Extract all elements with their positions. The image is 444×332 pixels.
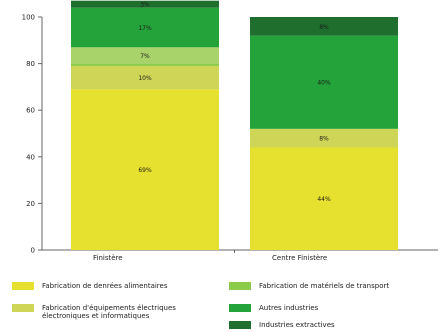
y-tick-label: 0 [31,247,35,255]
data-label: 10% [138,75,152,82]
legend-item-denrees: Fabrication de denrées alimentaires [12,282,167,290]
bar-segment [71,63,219,66]
bar-segment [71,47,219,64]
legend-label: Fabrication d'équipements électriques él… [42,304,176,320]
y-tick-label: 60 [26,107,35,115]
bar-segment [71,89,219,250]
y-tick-label: 100 [22,14,35,22]
legend-label: Fabrication de denrées alimentaires [42,282,168,290]
data-label: 7% [140,53,150,60]
y-tick-label: 80 [26,60,35,68]
legend-swatch [229,321,251,329]
legend-label: Autres industries [259,304,319,312]
data-label: 40% [317,80,331,87]
data-label: 3% [140,2,150,9]
legend-item-extractives: Industries extractives [229,321,335,329]
category-label: Finistère [93,254,123,262]
bar-segment [250,17,398,36]
legend-label: Industries extractives [259,321,335,329]
legend: Fabrication de denrées alimentaires Fabr… [0,272,444,332]
bar-segment [71,7,219,48]
data-label: 17% [138,25,152,32]
data-label: 69% [138,167,152,174]
stacked-bar-chart: 0 20 40 60 80 100 69% 10% 7% 17% 3% Finistère 44% 8% 4… [22,0,438,262]
bar-segment [250,128,398,148]
legend-swatch [12,304,34,312]
data-label: 8% [319,136,329,143]
legend-swatch [229,304,251,312]
legend-swatch [229,282,251,290]
bar-segment [71,65,219,90]
y-tick-label: 40 [26,153,35,161]
data-label: 8% [319,24,329,31]
category-label: Centre Finistère [272,254,327,262]
y-tick-label: 20 [26,200,35,208]
bar-segment [71,0,219,8]
legend-item-equipements: Fabrication d'équipements électriques él… [12,304,176,320]
legend-item-autres: Autres industries [229,304,318,312]
data-label: 44% [317,196,331,203]
legend-item-transport: Fabrication de matériels de transport [229,282,389,290]
bar-segment [250,147,398,250]
bar-segment [250,35,398,129]
legend-swatch [12,282,34,290]
legend-label: Fabrication de matériels de transport [259,282,390,290]
